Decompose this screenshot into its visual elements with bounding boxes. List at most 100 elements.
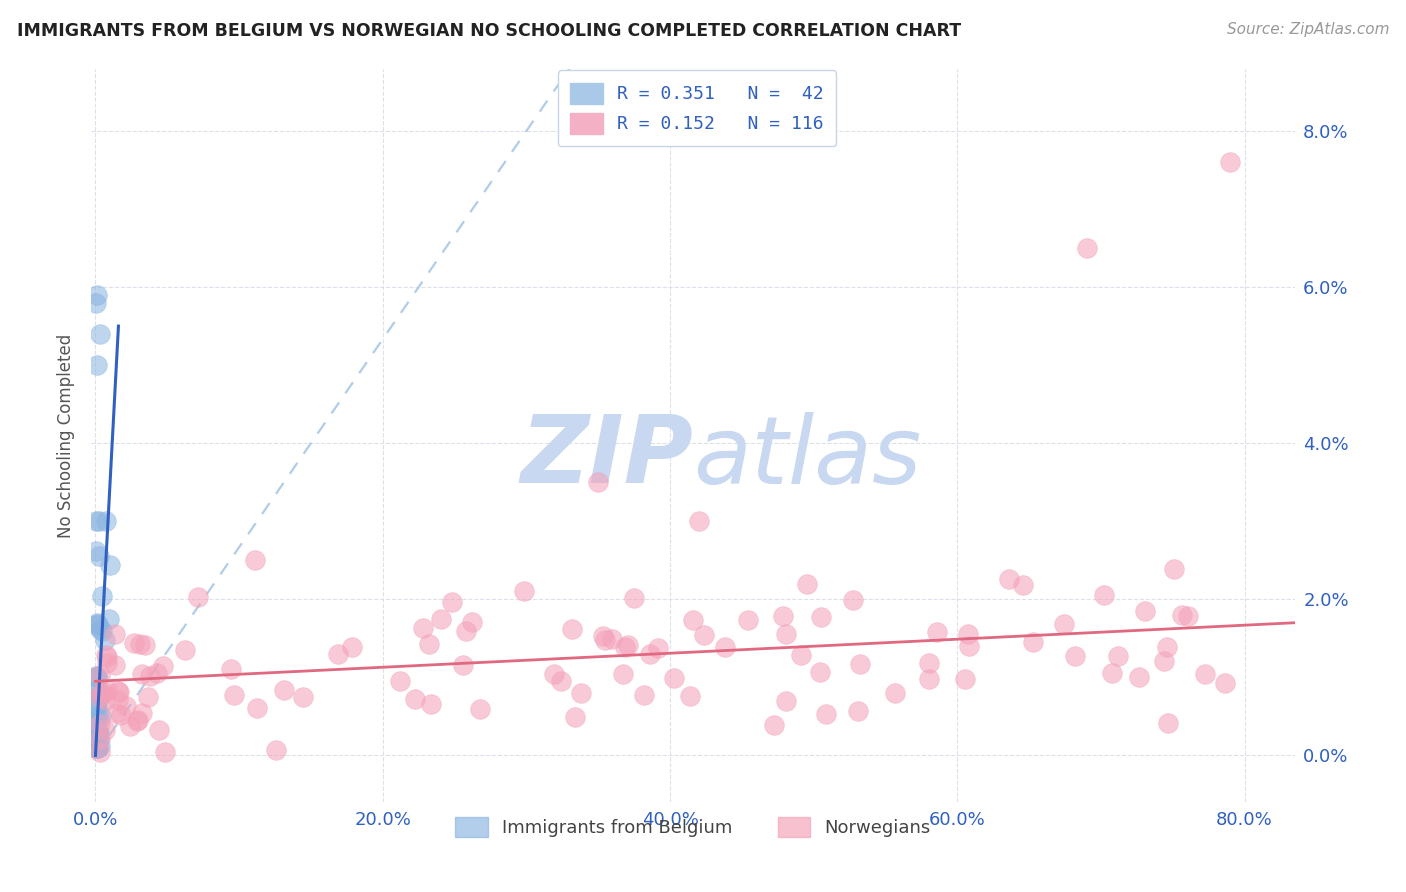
Point [513,584,536,599]
Point [412,621,434,635]
Point [714,640,737,654]
Point [543,667,565,681]
Point [104,658,127,673]
Point [94,648,117,662]
Point [957,627,980,641]
Point [87,549,110,563]
Point [93,685,115,699]
Point [90,589,112,603]
Point [84,544,107,558]
Point [772,609,794,624]
Point [340,640,363,655]
Point [87,725,110,739]
Point [136,690,159,704]
Point [846,704,869,718]
Point [1170,608,1192,623]
Point [89,717,111,731]
Point [1012,578,1035,592]
Point [612,667,634,681]
Point [86,740,108,755]
Point [129,637,152,651]
Point [86,669,108,683]
Point [87,725,110,739]
Point [108,685,131,699]
Point [96,650,118,665]
Point [127,713,149,727]
Point [638,647,661,661]
Point [662,671,685,685]
Point [104,706,127,720]
Point [107,684,129,698]
Point [87,740,110,755]
Y-axis label: No Schooling Completed: No Schooling Completed [58,334,75,538]
Point [84,295,107,310]
Point [120,719,142,733]
Point [89,668,111,682]
Point [1133,604,1156,618]
Point [187,590,209,604]
Point [550,674,572,689]
Point [84,687,107,701]
Point [153,745,176,759]
Point [89,732,111,747]
Point [94,723,117,738]
Point [420,697,443,711]
Point [404,691,426,706]
Point [146,665,169,680]
Point [762,717,785,731]
Point [273,683,295,698]
Point [569,685,592,699]
Text: IMMIGRANTS FROM BELGIUM VS NORWEGIAN NO SCHOOLING COMPLETED CORRELATION CHART: IMMIGRANTS FROM BELGIUM VS NORWEGIAN NO … [17,22,960,40]
Point [1163,562,1185,576]
Point [600,632,623,647]
Point [89,745,111,759]
Point [1022,635,1045,649]
Point [388,674,411,689]
Point [682,613,704,627]
Point [107,693,129,707]
Point [115,699,138,714]
Point [131,666,153,681]
Point [86,740,108,755]
Point [134,638,156,652]
Point [90,708,112,723]
Point [219,662,242,676]
Point [86,358,108,372]
Point [461,615,484,629]
Point [775,694,797,708]
Point [86,740,108,755]
Text: Source: ZipAtlas.com: Source: ZipAtlas.com [1226,22,1389,37]
Point [86,670,108,684]
Point [174,643,197,657]
Point [441,594,464,608]
Point [86,709,108,723]
Point [96,514,118,528]
Point [86,698,108,713]
Point [451,657,474,672]
Point [957,639,980,653]
Point [94,693,117,707]
Point [127,714,149,728]
Point [90,685,112,699]
Point [623,591,645,606]
Point [89,690,111,705]
Point [456,624,478,638]
Point [468,702,491,716]
Point [84,514,107,528]
Point [1101,666,1123,681]
Point [89,739,111,754]
Point [848,657,870,671]
Point [1094,588,1116,602]
Point [1128,670,1150,684]
Point [86,740,108,755]
Point [1213,675,1236,690]
Point [1156,640,1178,655]
Point [84,740,107,755]
Point [737,613,759,627]
Point [89,514,111,528]
Point [291,690,314,705]
Point [1053,616,1076,631]
Point [1157,716,1180,731]
Point [86,670,108,684]
Point [917,672,939,686]
